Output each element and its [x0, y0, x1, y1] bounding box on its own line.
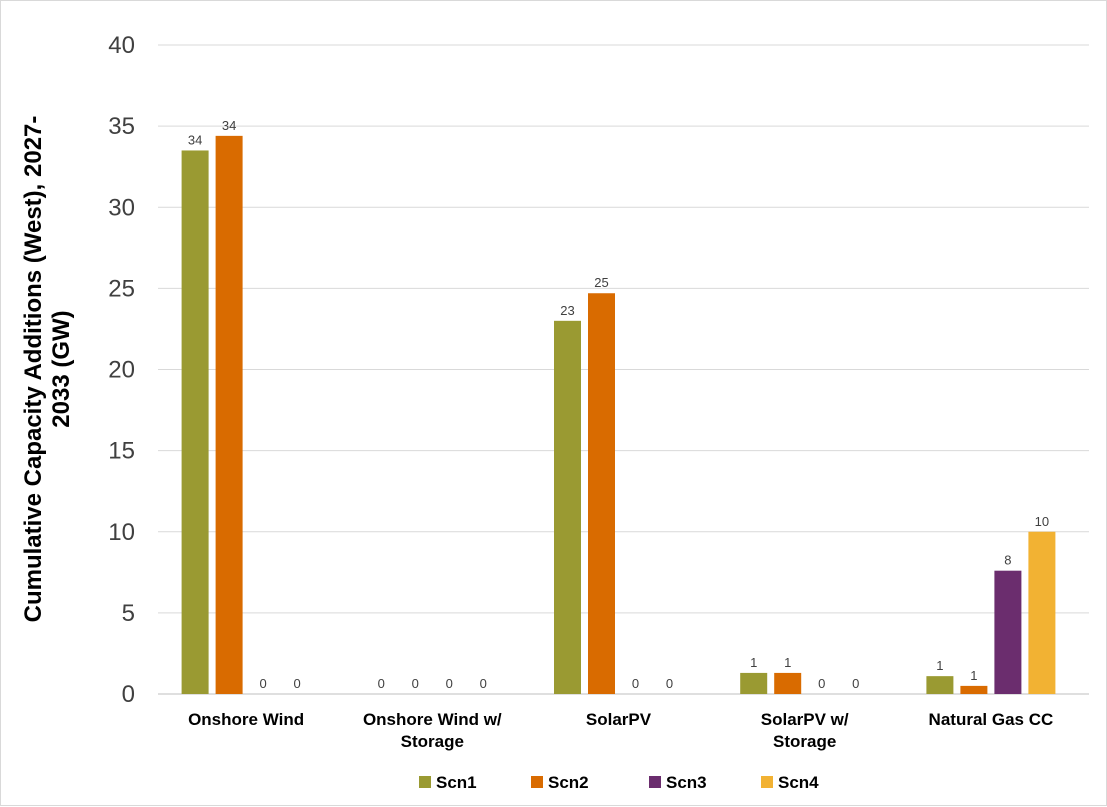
x-category-label: Onshore Wind w/: [363, 710, 502, 729]
y-tick-label: 25: [108, 275, 135, 302]
legend-label: Scn3: [666, 773, 707, 792]
y-tick-label: 30: [108, 194, 135, 221]
legend-label: Scn2: [548, 773, 589, 792]
x-category-label: SolarPV: [586, 710, 652, 729]
bar-scn2: [588, 293, 615, 694]
data-label: 0: [412, 676, 419, 691]
legend-label: Scn4: [778, 773, 819, 792]
data-label: 0: [480, 676, 487, 691]
legend-item-scn4: Scn4: [761, 773, 819, 792]
legend-swatch: [761, 776, 773, 788]
legend-item-scn3: Scn3: [649, 773, 707, 792]
x-category-label: Storage: [773, 732, 836, 751]
data-label: 1: [750, 655, 757, 670]
data-label: 1: [936, 658, 943, 673]
bars: [181, 135, 1056, 695]
data-label: 0: [852, 676, 859, 691]
data-label: 0: [259, 676, 266, 691]
bar-scn2: [215, 135, 243, 695]
data-label: 34: [188, 132, 202, 147]
legend-item-scn2: Scn2: [531, 773, 589, 792]
data-label: 23: [560, 303, 574, 318]
bar-scn2: [774, 672, 802, 694]
y-axis-label-line: 2033 (GW): [48, 310, 75, 427]
gridlines: [158, 44, 1089, 695]
x-category-label: Onshore Wind: [188, 710, 304, 729]
bar-scn3: [994, 570, 1022, 694]
y-axis-ticks: 0 5 10 15 20 25 30 35 40: [108, 32, 135, 708]
bar-scn4: [1028, 531, 1056, 694]
data-label: 0: [666, 676, 673, 691]
y-tick-label: 10: [108, 519, 135, 546]
y-tick-label: 40: [108, 32, 135, 59]
data-label: 1: [784, 655, 791, 670]
y-axis-label: Cumulative Capacity Additions (West), 20…: [20, 116, 75, 623]
y-tick-label: 35: [108, 113, 135, 140]
x-category-label: SolarPV w/: [761, 710, 849, 729]
y-axis-title: Cumulative Capacity Additions (West), 20…: [20, 116, 75, 623]
bar-scn1: [740, 672, 768, 694]
data-label: 0: [293, 676, 300, 691]
data-label: 34: [222, 118, 236, 133]
data-label: 0: [378, 676, 385, 691]
bar-scn2: [960, 685, 988, 694]
legend-label: Scn1: [436, 773, 477, 792]
x-axis-categories: Onshore Wind Onshore Wind w/Storage SolarP…: [188, 710, 1053, 751]
legend-swatch: [649, 776, 661, 788]
data-label: 8: [1004, 553, 1011, 568]
y-tick-label: 0: [122, 681, 135, 708]
bar-scn1: [554, 320, 581, 694]
data-label: 10: [1035, 514, 1049, 529]
data-label: 0: [446, 676, 453, 691]
y-tick-label: 15: [108, 438, 135, 465]
data-label: 1: [970, 668, 977, 683]
legend-swatch: [531, 776, 543, 788]
x-category-label: Storage: [401, 732, 464, 751]
legend-item-scn1: Scn1: [419, 773, 477, 792]
y-tick-label: 5: [122, 600, 135, 627]
bar-scn1: [926, 676, 954, 694]
legend: Scn1 Scn2 Scn3 Scn4: [419, 773, 819, 792]
data-label: 0: [818, 676, 825, 691]
legend-swatch: [419, 776, 431, 788]
y-axis-label-line: Cumulative Capacity Additions (West), 20…: [20, 116, 47, 623]
bar-scn1: [181, 150, 209, 694]
data-label: 0: [632, 676, 639, 691]
data-label: 25: [594, 275, 608, 290]
x-category-label: Natural Gas CC: [929, 710, 1054, 729]
y-tick-label: 20: [108, 357, 135, 384]
